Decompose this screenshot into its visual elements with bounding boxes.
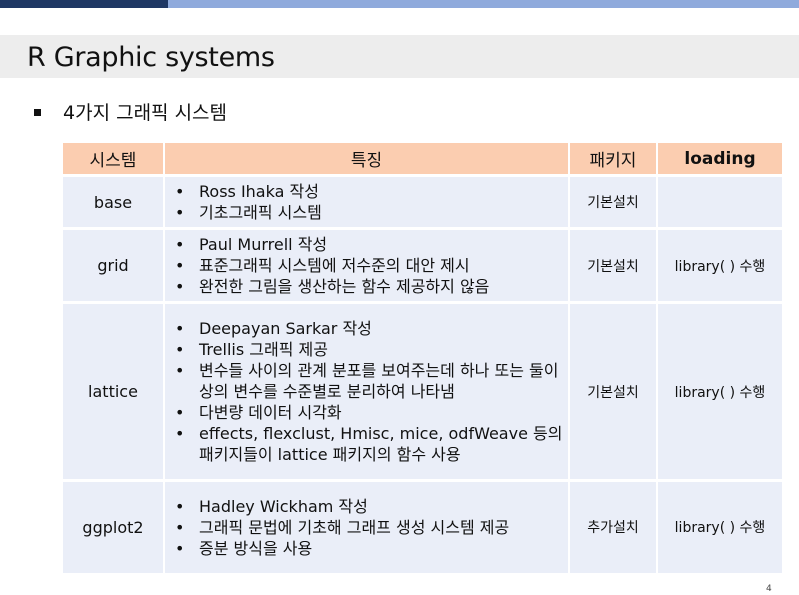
list-item: effects, flexclust, Hmisc, mice, odfWeav…	[175, 423, 568, 465]
slide-title: R Graphic systems	[27, 42, 275, 73]
square-bullet-icon	[34, 109, 41, 116]
top-accent-bar-light	[168, 0, 799, 8]
list-item: Paul Murrell 작성	[175, 234, 568, 255]
cell-package: 추가설치	[569, 479, 658, 573]
cell-loading: library( ) 수행	[657, 227, 782, 303]
table-header-row: 시스템 특징 패키지 loading	[63, 143, 782, 176]
cell-loading: library( ) 수행	[657, 301, 782, 481]
list-item: 완전한 그림을 생산하는 함수 제공하지 않음	[175, 276, 568, 297]
header-loading: loading	[657, 143, 782, 176]
list-item: 증분 방식을 사용	[175, 538, 568, 559]
table-row: base Ross Ihaka 작성 기초그래픽 시스템 기본설치	[63, 174, 782, 229]
list-item: Trellis 그래픽 제공	[175, 339, 568, 360]
top-accent-bar-dark	[0, 0, 168, 8]
list-item: 다변량 데이터 시각화	[175, 402, 568, 423]
section-heading: 4가지 그래픽 시스템	[63, 102, 228, 124]
title-band	[0, 35, 799, 78]
feature-list: Deepayan Sarkar 작성 Trellis 그래픽 제공 변수들 사이…	[165, 314, 568, 469]
list-item: Hadley Wickham 작성	[175, 496, 568, 517]
cell-package: 기본설치	[569, 174, 658, 229]
list-item: 변수들 사이의 관계 분포를 보여주는데 하나 또는 둘이상의 변수를 수준별로…	[175, 360, 568, 402]
graphic-systems-table: 시스템 특징 패키지 loading base Ross Ihaka 작성 기초…	[63, 143, 782, 573]
cell-system: ggplot2	[63, 479, 165, 573]
table-row: grid Paul Murrell 작성 표준그래픽 시스템에 저수준의 대안 …	[63, 227, 782, 303]
feature-list: Hadley Wickham 작성 그래픽 문법에 기초해 그래프 생성 시스템…	[165, 492, 568, 563]
cell-features: Deepayan Sarkar 작성 Trellis 그래픽 제공 변수들 사이…	[164, 301, 570, 481]
feature-list: Paul Murrell 작성 표준그래픽 시스템에 저수준의 대안 제시 완전…	[165, 230, 568, 301]
cell-package: 기본설치	[569, 301, 658, 481]
table-row: lattice Deepayan Sarkar 작성 Trellis 그래픽 제…	[63, 301, 782, 481]
table-row: ggplot2 Hadley Wickham 작성 그래픽 문법에 기초해 그래…	[63, 479, 782, 573]
cell-features: Ross Ihaka 작성 기초그래픽 시스템	[164, 174, 570, 229]
top-accent-bar	[0, 0, 799, 8]
feature-list: Ross Ihaka 작성 기초그래픽 시스템	[165, 177, 568, 227]
header-features: 특징	[164, 143, 570, 176]
header-system: 시스템	[63, 143, 165, 176]
list-item: Deepayan Sarkar 작성	[175, 318, 568, 339]
cell-system: base	[63, 174, 165, 229]
list-item: 그래픽 문법에 기초해 그래프 생성 시스템 제공	[175, 517, 568, 538]
cell-loading	[657, 174, 782, 229]
page-number: 4	[766, 584, 772, 594]
cell-features: Hadley Wickham 작성 그래픽 문법에 기초해 그래프 생성 시스템…	[164, 479, 570, 573]
cell-system: grid	[63, 227, 165, 303]
cell-features: Paul Murrell 작성 표준그래픽 시스템에 저수준의 대안 제시 완전…	[164, 227, 570, 303]
list-item: 표준그래픽 시스템에 저수준의 대안 제시	[175, 255, 568, 276]
cell-loading: library( ) 수행	[657, 479, 782, 573]
list-item: 기초그래픽 시스템	[175, 202, 568, 223]
list-item: Ross Ihaka 작성	[175, 181, 568, 202]
cell-system: lattice	[63, 301, 165, 481]
header-package: 패키지	[569, 143, 658, 176]
cell-package: 기본설치	[569, 227, 658, 303]
